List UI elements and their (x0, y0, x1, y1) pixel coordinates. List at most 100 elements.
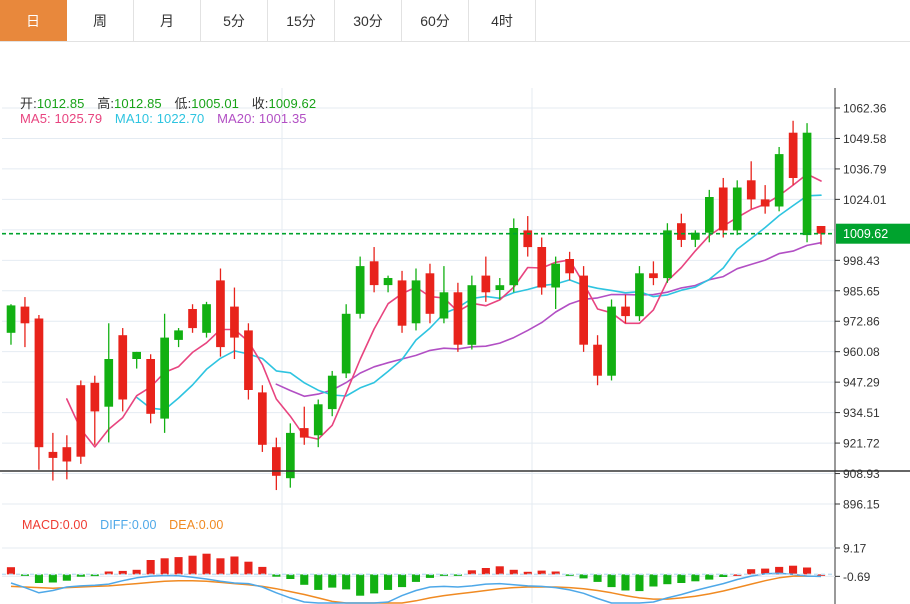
tab-day[interactable]: 日 (0, 0, 67, 41)
candle-body (20, 306, 30, 324)
candle-body (677, 223, 686, 240)
price-axis-label: 972.86 (843, 315, 880, 329)
ma20-line (275, 241, 822, 398)
current-price-badge (836, 223, 910, 244)
tab-label: 5分 (223, 12, 245, 29)
macd-histogram-bar (663, 574, 672, 585)
macd-histogram-bar (803, 567, 812, 575)
macd-histogram-bar (76, 574, 85, 577)
tab-month[interactable]: 月 (134, 0, 201, 41)
macd-histogram-bar (230, 556, 239, 575)
macd-histogram-bar (398, 574, 407, 588)
candle-body (691, 232, 700, 240)
candle-body (48, 451, 58, 458)
candle-body (774, 154, 784, 207)
chart-area[interactable]: 1062.36 1049.58 1036.79 1024.01 998.43 985.65… (0, 42, 910, 604)
macd-histogram-bar (453, 574, 462, 576)
candle-body (174, 330, 183, 340)
tab-60min[interactable]: 60分 (402, 0, 469, 41)
macd-histogram-bar (356, 574, 365, 596)
tab-4hour[interactable]: 4时 (469, 0, 536, 41)
candle-body (369, 261, 379, 286)
candle-body (649, 273, 658, 279)
macd-histogram-bar (411, 574, 420, 582)
candle-body (816, 226, 826, 234)
candle-body (802, 132, 812, 236)
macd-histogram-bar (621, 574, 630, 591)
current-price-badge-label: 1009.62 (843, 227, 888, 241)
macd-histogram-bar (635, 574, 644, 592)
dea-line (10, 575, 822, 604)
macd-histogram-bar (202, 553, 211, 575)
macd-histogram-bar (817, 574, 826, 576)
tab-label: 4时 (491, 12, 513, 29)
macd-histogram-bar (300, 574, 309, 585)
macd-histogram-bar (90, 574, 99, 577)
price-axis-label: 1024.01 (843, 193, 887, 207)
candle-body (705, 197, 714, 233)
macd-histogram-bar (272, 574, 281, 577)
macd-histogram-bar (523, 571, 532, 575)
macd-histogram-bar (509, 569, 518, 575)
macd-histogram-bar (118, 570, 127, 575)
tabbar-filler (536, 0, 910, 41)
candle-body (453, 292, 463, 345)
macd-histogram-bar (62, 574, 71, 581)
candle-body (76, 385, 86, 457)
macd-histogram-bar (20, 574, 29, 576)
candlestick-chart-svg[interactable]: 1062.36 1049.58 1036.79 1024.01 998.43 985.65… (0, 42, 910, 604)
candle-series (6, 120, 826, 491)
macd-histogram-bar (537, 570, 546, 575)
diff-line (10, 572, 822, 604)
macd-histogram-bar (6, 567, 16, 575)
macd-histogram-bar (160, 558, 169, 575)
candle-body (732, 187, 742, 231)
price-axis-label: 960.08 (843, 345, 880, 359)
macd-histogram-bar (328, 574, 337, 588)
macd-histogram-bar (733, 574, 742, 576)
candle-body (593, 344, 602, 376)
macd-histogram-bar (789, 565, 798, 575)
macd-histogram-bar (495, 566, 504, 575)
candle-body (160, 337, 169, 419)
candle-body (565, 259, 574, 274)
macd-histogram-bar (244, 561, 253, 575)
macd-histogram-bar (719, 574, 728, 577)
price-axis-label: 1049.58 (843, 132, 887, 146)
tab-label: 30分 (353, 12, 383, 29)
macd-histogram-bar (761, 568, 770, 575)
candle-body (34, 318, 44, 448)
candle-body (286, 432, 295, 479)
tab-30min[interactable]: 30分 (335, 0, 402, 41)
candle-body (118, 335, 128, 400)
candle-body (607, 306, 616, 376)
macd-histogram-bar (747, 569, 756, 575)
tab-5min[interactable]: 5分 (201, 0, 268, 41)
macd-histogram-bar (775, 566, 784, 575)
candle-body (244, 330, 253, 390)
price-axis-label: 896.15 (843, 498, 880, 512)
candle-body (537, 247, 547, 288)
candle-body (132, 351, 141, 359)
macd-histogram-bar (104, 571, 113, 575)
tab-15min[interactable]: 15分 (268, 0, 335, 41)
candle-body (216, 280, 225, 348)
candle-body (62, 447, 72, 462)
candle-body (439, 292, 449, 319)
macd-histogram-bar (216, 558, 225, 575)
macd-histogram-bar (146, 560, 155, 575)
candle-body (621, 306, 630, 317)
candle-body (397, 280, 407, 326)
candle-body (635, 273, 644, 317)
candle-body (579, 275, 588, 345)
price-axis-label: 934.51 (843, 406, 880, 420)
timeframe-tabbar: 日 周 月 5分 15分 30分 60分 4时 (0, 0, 910, 42)
candle-body (467, 285, 477, 345)
candle-body (355, 266, 365, 314)
candle-body (663, 230, 672, 279)
tab-week[interactable]: 周 (67, 0, 134, 41)
candle-body (230, 306, 239, 338)
macd-histogram-bar (551, 571, 560, 575)
macd-histogram-bar (593, 574, 602, 582)
candle-body (327, 375, 337, 410)
